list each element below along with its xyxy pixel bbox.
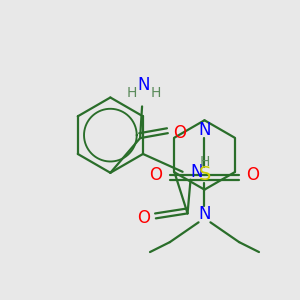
- Text: H: H: [127, 85, 137, 100]
- Text: N: N: [190, 163, 203, 181]
- Text: H: H: [151, 85, 161, 100]
- Text: N: N: [198, 206, 211, 224]
- Text: O: O: [149, 166, 162, 184]
- Text: O: O: [137, 209, 151, 227]
- Text: H: H: [199, 155, 210, 169]
- Text: N: N: [138, 76, 150, 94]
- Text: O: O: [173, 124, 186, 142]
- Text: O: O: [247, 166, 260, 184]
- Text: N: N: [198, 121, 211, 139]
- Text: S: S: [198, 165, 211, 184]
